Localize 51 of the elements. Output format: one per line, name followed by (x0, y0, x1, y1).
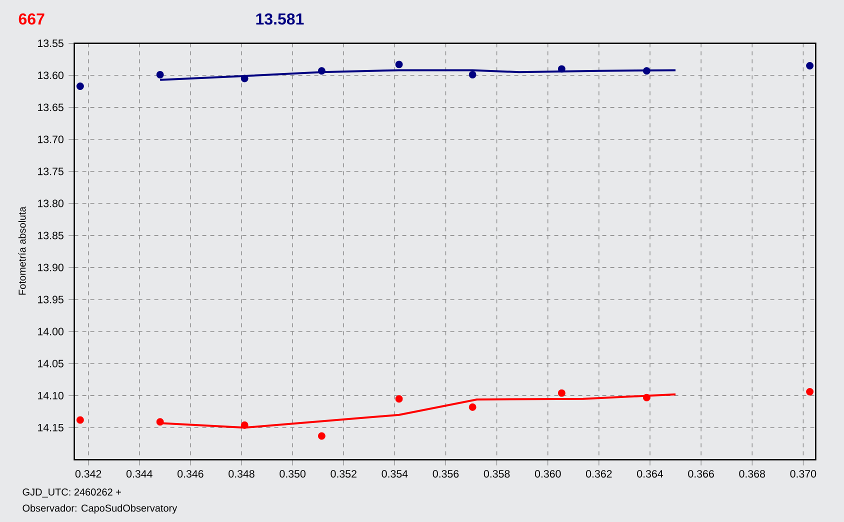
y-tick-label: 13.55 (38, 40, 64, 48)
y-tick-label: 13.80 (38, 200, 64, 208)
point (642, 67, 650, 75)
x-tick-label: 0.342 (75, 470, 102, 478)
x-tick-label: 0.354 (382, 470, 408, 478)
point (240, 421, 248, 429)
x-tick-label: 0.344 (126, 470, 152, 478)
point (240, 74, 248, 82)
point (156, 418, 164, 426)
x-tick-label: 0.362 (586, 470, 612, 478)
point (558, 389, 566, 397)
point (318, 432, 326, 440)
y-tick-label: 13.65 (38, 104, 64, 112)
text: 13.581 (256, 13, 304, 25)
text: 667 (18, 13, 44, 25)
x-tick-label: 0.370 (790, 470, 816, 478)
point (806, 62, 814, 70)
y-tick-label: 14.10 (38, 392, 64, 400)
y-tick-label: 13.95 (38, 296, 64, 304)
point (318, 67, 326, 75)
x-tick-label: 0.348 (228, 470, 254, 478)
y-tick-label: 13.70 (38, 136, 64, 144)
y-tick-label: 14.05 (38, 360, 64, 368)
y-tick-label: 13.85 (38, 232, 64, 240)
text: Observador: CapoSudObservatory (22, 504, 178, 514)
point (395, 395, 403, 403)
x-tick-label: 0.368 (739, 470, 765, 478)
point (76, 416, 84, 424)
point (395, 60, 403, 68)
x-tick-label: 0.352 (330, 470, 356, 478)
y-tick-label: 14.15 (38, 424, 64, 432)
x-tick-label: 0.350 (280, 470, 306, 478)
y-axis-title: Fotometría absoluta (18, 206, 26, 295)
point (156, 70, 164, 78)
y-tick-label: 13.60 (38, 72, 64, 80)
point (642, 394, 650, 402)
point (468, 403, 476, 411)
point (806, 388, 814, 396)
y-tick-label: 13.75 (38, 168, 64, 176)
y-tick-label: 14.00 (38, 328, 64, 336)
x-tick-label: 0.356 (432, 470, 459, 478)
x-tick-label: 0.366 (688, 470, 714, 478)
x-tick-label: 0.358 (484, 470, 510, 478)
point (558, 65, 566, 73)
x-tick-label: 0.364 (637, 470, 664, 478)
x-axis-title: GJD_UTC: 2460262 + (22, 488, 121, 498)
point (76, 82, 84, 90)
x-tick-label: 0.360 (534, 470, 561, 478)
point (468, 70, 476, 78)
y-tick-label: 13.90 (38, 264, 64, 272)
x-tick-label: 0.346 (178, 470, 204, 478)
